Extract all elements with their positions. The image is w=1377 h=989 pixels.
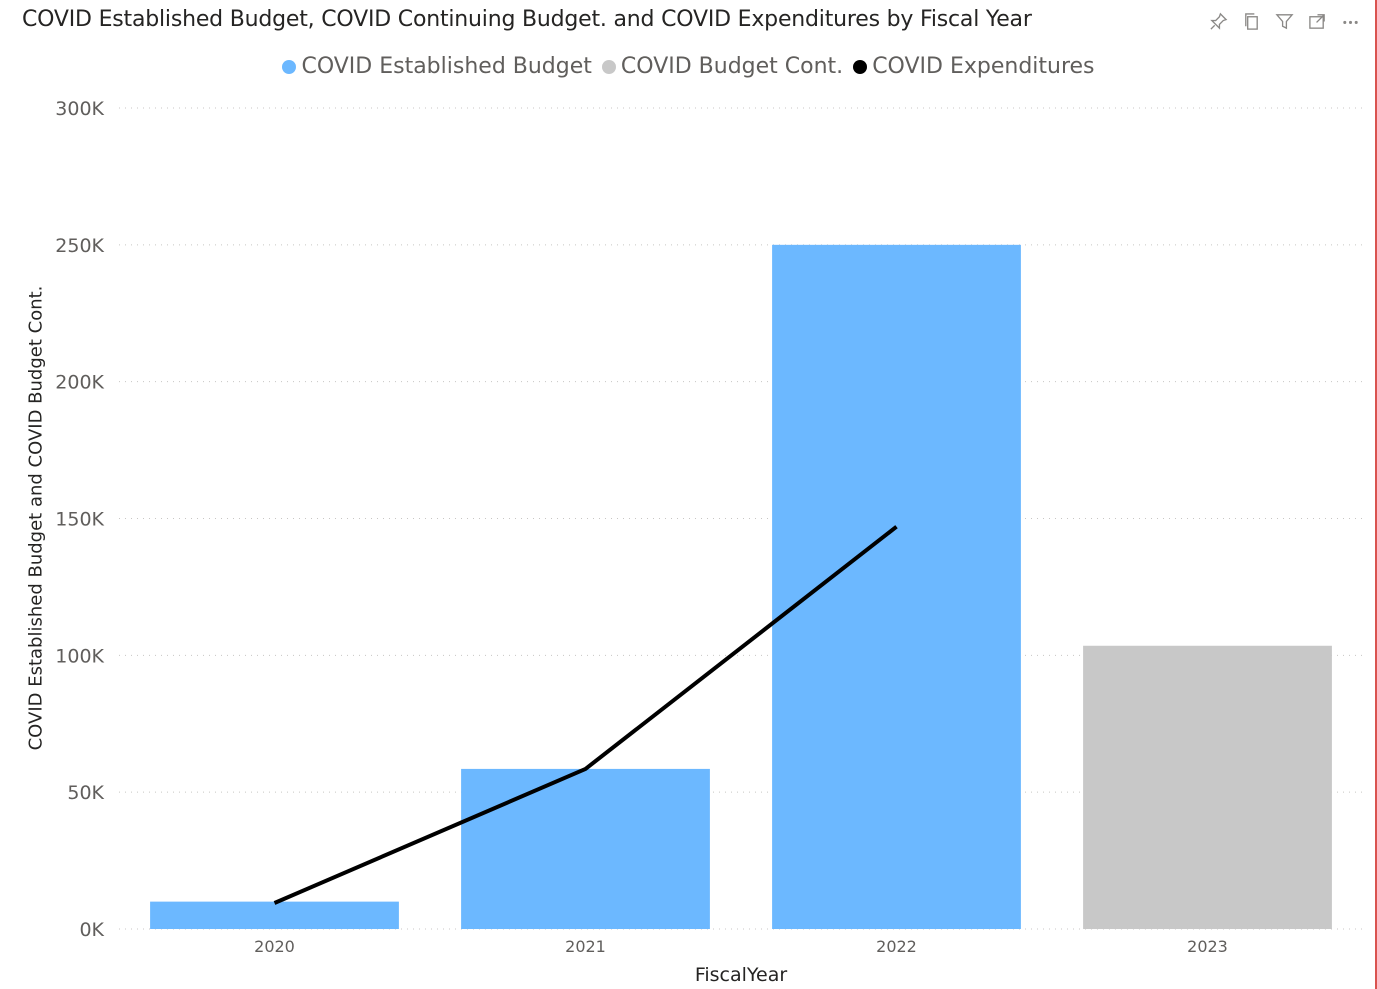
x-tick-label: 2020 [254,937,295,956]
legend-dot-budget-cont [601,59,616,74]
legend-item-budget-cont[interactable]: COVID Budget Cont. [601,54,844,79]
y-tick-label: 100K [55,645,104,667]
y-tick-label: 50K [67,782,104,804]
y-axis-title: COVID Established Budget and COVID Budge… [25,285,47,751]
legend-label-budget-cont: COVID Budget Cont. [620,54,844,79]
visual-header-icons [1208,11,1361,32]
bar-2020 [150,901,399,929]
y-tick-label: 300K [55,98,104,120]
x-tick-label: 2023 [1187,937,1228,956]
y-tick-label: 0K [79,919,104,941]
y-tick-label: 200K [55,372,104,394]
y-tick-label: 150K [55,509,104,531]
legend-item-established-budget[interactable]: COVID Established Budget [282,54,592,79]
expenditures-line [273,525,898,905]
copy-icon[interactable] [1241,11,1262,32]
legend-dot-expenditures [853,59,868,74]
x-axis-title: FiscalYear [694,964,788,986]
bar-2021 [461,768,710,929]
y-tick-label: 250K [55,235,104,257]
bar-2022 [772,244,1021,930]
legend-label-established-budget: COVID Established Budget [301,54,592,79]
pin-icon[interactable] [1208,11,1229,32]
x-tick-label: 2022 [876,937,917,956]
legend-dot-established-budget [282,59,297,74]
more-options-icon[interactable] [1340,11,1361,32]
legend-label-expenditures: COVID Expenditures [872,54,1095,79]
legend-item-expenditures[interactable]: COVID Expenditures [853,54,1095,79]
expand-icon[interactable] [1307,11,1328,32]
chart-legend: COVID Established Budget COVID Budget Co… [0,54,1377,79]
chart-title: COVID Established Budget, COVID Continui… [22,7,1032,32]
filter-icon[interactable] [1274,11,1295,32]
x-tick-label: 2021 [565,937,606,956]
bar-2023 [1083,645,1332,929]
